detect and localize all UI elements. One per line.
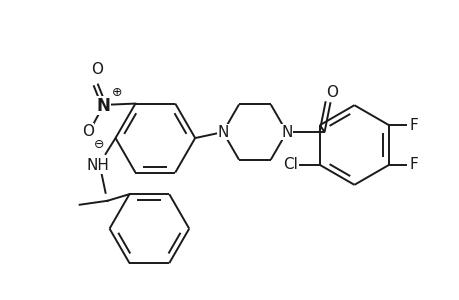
Text: ⊕: ⊕ <box>112 86 123 99</box>
Text: N: N <box>280 124 292 140</box>
Text: F: F <box>409 118 417 133</box>
Text: F: F <box>409 158 417 172</box>
Text: ⊖: ⊖ <box>94 138 105 151</box>
Text: Cl: Cl <box>282 158 297 172</box>
Text: O: O <box>82 124 94 139</box>
Text: NH: NH <box>86 158 109 173</box>
Text: N: N <box>217 124 228 140</box>
Text: O: O <box>326 85 338 100</box>
Text: N: N <box>96 97 110 115</box>
Text: O: O <box>91 62 103 77</box>
